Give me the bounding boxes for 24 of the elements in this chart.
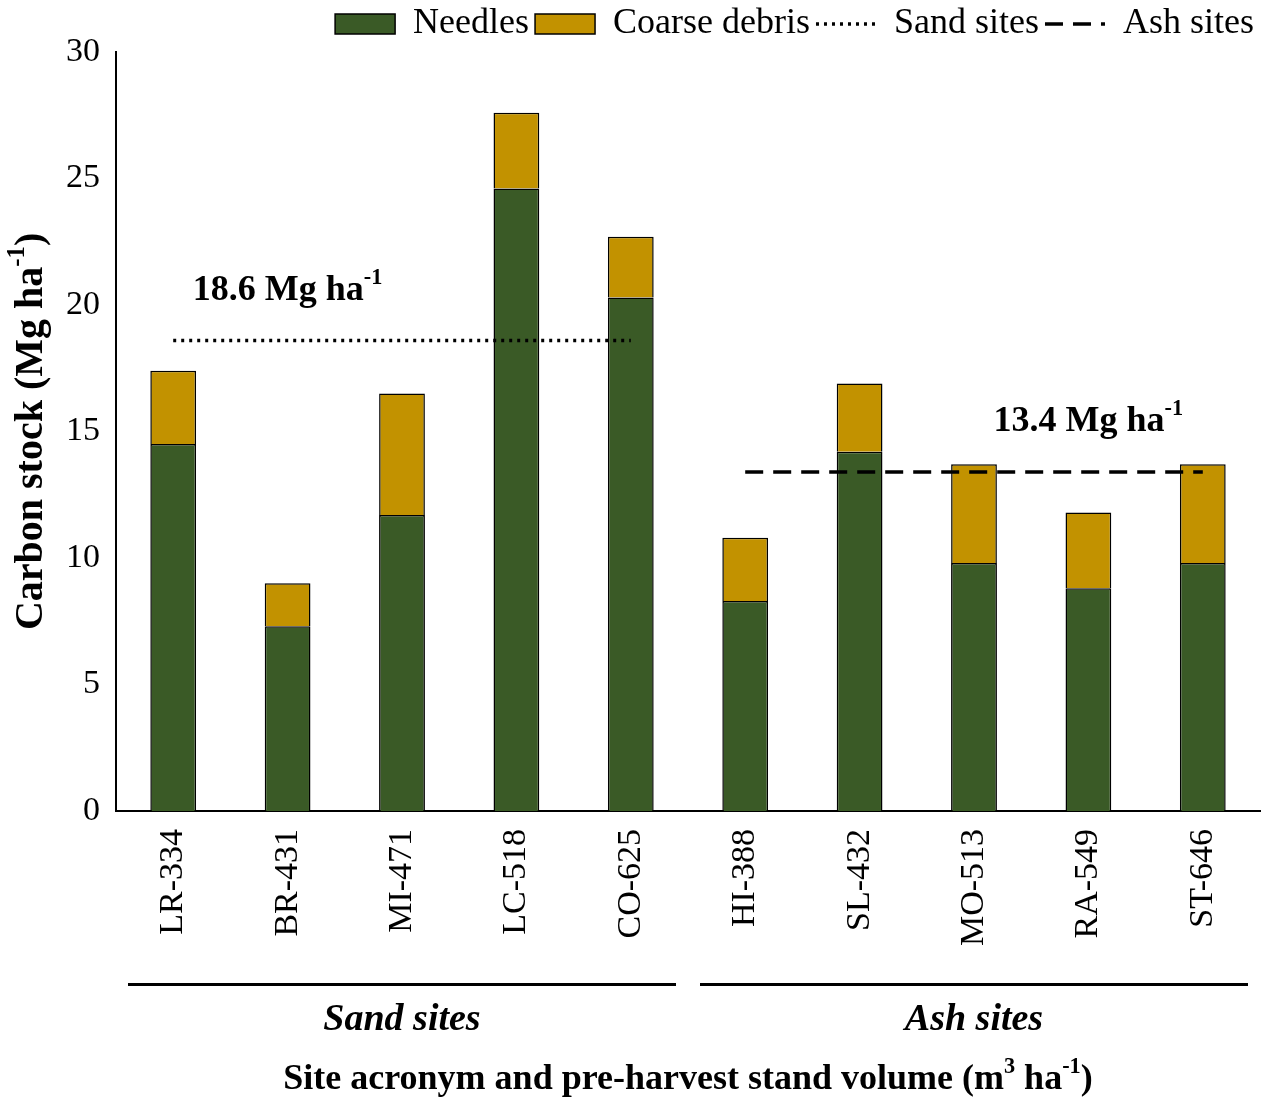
x-tick-label: BR-431 xyxy=(266,828,304,937)
y-tick-label: 15 xyxy=(66,410,100,448)
x-tick-label: RA-549 xyxy=(1067,828,1105,939)
legend-label: Sand sites xyxy=(893,1,1039,42)
x-tick-label: ST-646 xyxy=(1181,828,1219,928)
y-tick-label: 10 xyxy=(66,536,100,574)
text: Ash sites xyxy=(902,995,1044,1038)
x-tick-label: CO-625 xyxy=(609,828,647,939)
legend-label: Needles xyxy=(413,1,530,42)
x-tick-label: SL-432 xyxy=(838,828,876,931)
legend-label: Ash sites xyxy=(1122,1,1255,42)
y-tick-label: 25 xyxy=(66,157,100,195)
y-tick-label: 5 xyxy=(83,663,100,701)
legend-label: Coarse debris xyxy=(613,1,810,42)
x-tick-label: LC-518 xyxy=(495,828,533,935)
y-tick-label: 30 xyxy=(66,30,100,68)
y-tick-label: 0 xyxy=(83,789,100,827)
x-tick-label: HI-388 xyxy=(724,828,762,928)
x-tick-label: MI-471 xyxy=(380,828,418,933)
x-tick-label: LR-334 xyxy=(152,828,190,935)
x-tick-label: MO-513 xyxy=(952,828,990,946)
y-axis-title: Carbon stock (Mg ha-1) xyxy=(2,232,52,631)
y-tick-label: 20 xyxy=(66,283,100,321)
text: Sand sites xyxy=(323,995,481,1038)
